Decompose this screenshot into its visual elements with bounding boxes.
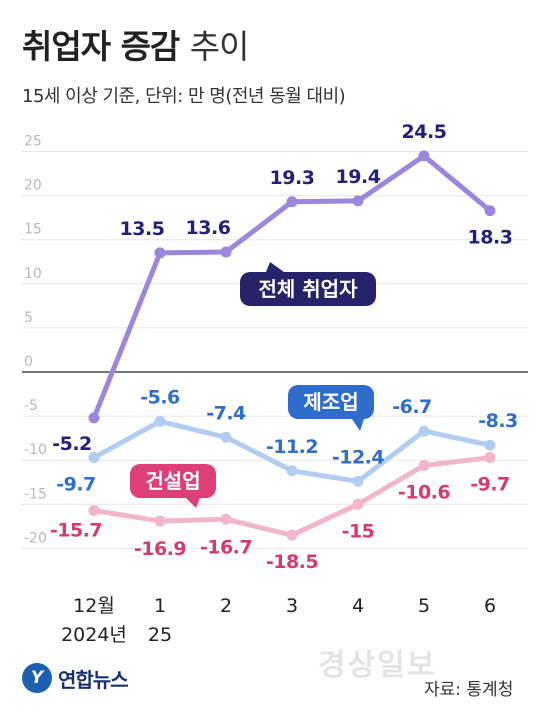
data-point: [484, 452, 496, 464]
publisher-logo-icon: Y: [22, 663, 52, 693]
y-tick-label: 20: [24, 178, 42, 194]
y-tick-label: 25: [24, 134, 42, 150]
data-point: [88, 504, 100, 516]
y-tick-label: 0: [24, 354, 33, 370]
title-main: 취업자 증감: [22, 27, 180, 66]
data-label: 13.6: [186, 217, 231, 239]
chart-title: 취업자 증감 추이: [22, 20, 250, 68]
x-tick-label: 2024년: [61, 624, 127, 646]
x-tick-label: 25: [148, 624, 172, 646]
data-label: 13.5: [120, 218, 165, 240]
data-label: -5.2: [52, 433, 92, 455]
data-label: -15: [342, 520, 375, 542]
data-point: [154, 247, 166, 259]
y-tick-label: 5: [24, 310, 33, 326]
data-label: -9.7: [56, 474, 96, 496]
data-label: -15.7: [50, 519, 102, 541]
data-label: -9.7: [470, 474, 510, 496]
data-label: 18.3: [468, 227, 513, 249]
data-label: -11.2: [266, 436, 318, 458]
series-badge-pointer: [352, 419, 364, 431]
series-badge: 건설업: [130, 464, 216, 508]
y-tick-label: 10: [24, 266, 42, 282]
data-point: [286, 465, 298, 477]
data-point: [352, 195, 364, 207]
y-tick-label: -5: [24, 398, 38, 414]
data-label: -8.3: [478, 410, 518, 432]
series-badge-pointer: [186, 498, 200, 508]
data-label: -18.5: [266, 551, 318, 573]
x-tick-label: 6: [484, 595, 496, 617]
data-point: [484, 439, 496, 451]
series-badge-box: [240, 272, 376, 306]
publisher-logo: Y 연합뉴스: [22, 663, 129, 693]
x-tick-label: 3: [286, 595, 298, 617]
data-point: [286, 529, 298, 541]
data-label: -10.6: [398, 481, 451, 503]
source-note: 자료: 통계청: [424, 680, 514, 700]
data-label: -16.9: [134, 538, 186, 560]
data-point: [220, 431, 232, 443]
data-point: [220, 513, 232, 525]
data-point: [286, 196, 298, 208]
data-label: -5.6: [140, 386, 180, 408]
series-badge: 제조업: [288, 385, 374, 431]
series-badge: 전체 취업자: [240, 262, 376, 306]
series-badge-label: 전체 취업자: [259, 277, 359, 301]
data-label: -12.4: [332, 446, 385, 468]
data-point: [352, 475, 364, 487]
y-tick-label: -20: [24, 530, 47, 546]
data-point: [154, 415, 166, 427]
data-point: [88, 452, 100, 464]
data-point: [154, 515, 166, 527]
x-tick-label: 5: [418, 595, 430, 617]
data-point: [220, 246, 232, 258]
data-point: [88, 412, 100, 424]
data-label: -16.7: [200, 536, 252, 558]
data-point: [484, 205, 496, 217]
series-badge-pointer: [266, 262, 284, 272]
x-tick-label: 4: [352, 595, 364, 617]
series-badge-box: [288, 385, 374, 419]
data-point: [352, 498, 364, 510]
y-tick-label: 15: [24, 222, 42, 238]
x-tick-label: 1: [154, 595, 166, 617]
data-point: [418, 459, 430, 471]
data-point: [418, 425, 430, 437]
data-label: -7.4: [206, 402, 246, 424]
x-tick-label: 12월: [73, 595, 115, 617]
data-label: -6.7: [392, 396, 432, 418]
title-sub: 추이: [189, 27, 250, 66]
data-label: 19.3: [270, 167, 315, 189]
data-label: 24.5: [402, 121, 447, 143]
series-badge-box: [130, 464, 216, 498]
watermark: 경상일보: [318, 648, 437, 683]
chart-subtitle: 15세 이상 기준, 단위: 만 명(전년 동월 대비): [22, 86, 346, 107]
data-point: [418, 150, 430, 162]
data-label: 19.4: [336, 166, 381, 188]
publisher-name: 연합뉴스: [58, 667, 129, 692]
series-badge-label: 제조업: [303, 390, 358, 414]
series-badge-label: 건설업: [145, 469, 200, 493]
x-tick-label: 2: [220, 595, 232, 617]
y-tick-label: -10: [24, 442, 47, 458]
y-tick-label: -15: [24, 486, 47, 502]
